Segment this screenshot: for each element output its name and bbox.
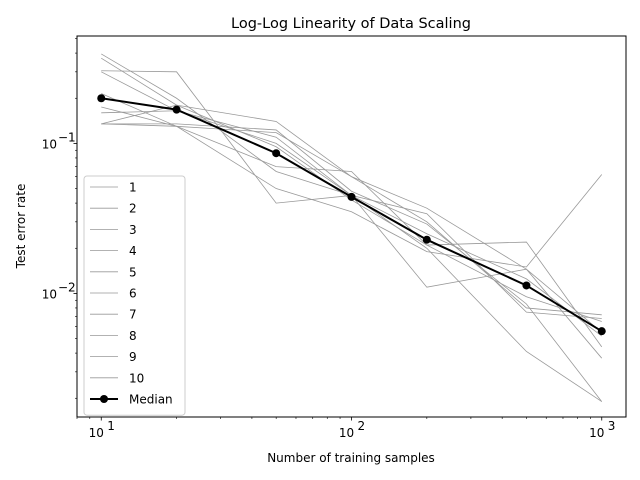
legend-label: 5: [129, 265, 137, 279]
legend-entry-3: 3: [90, 223, 137, 237]
legend-label: 4: [129, 244, 137, 258]
legend-entry-7: 7: [90, 308, 137, 322]
legend-entry-2: 2: [90, 202, 137, 216]
y-tick-label: 10: [42, 287, 57, 301]
legend-label: Median: [129, 393, 173, 407]
legend-label: 9: [129, 350, 137, 364]
series-line-8: [101, 106, 603, 268]
x-axis: 10 1 10 2 10 3: [76, 417, 616, 440]
x-tick-label: 10: [589, 426, 604, 440]
y-tick-label: 10: [42, 137, 57, 151]
x-tick-label: 10: [339, 426, 354, 440]
legend-box: [83, 175, 186, 416]
x-tick-label: 10: [89, 426, 104, 440]
y-tick-exponent: −1: [58, 130, 76, 144]
legend-marker: [100, 395, 108, 403]
median-point: [522, 281, 531, 290]
y-tick-exponent: −2: [58, 280, 76, 294]
legend-entry-4: 4: [90, 244, 137, 258]
median-point: [172, 105, 181, 114]
median-point: [597, 327, 606, 336]
legend-entry-5: 5: [90, 265, 137, 279]
median-point: [347, 192, 356, 201]
legend-label: 7: [129, 308, 137, 322]
legend-entry-median: Median: [90, 393, 173, 407]
legend-entry-1: 1: [90, 181, 137, 195]
legend-entry-6: 6: [90, 287, 137, 301]
legend-label: 1: [129, 181, 137, 195]
x-axis-label: Number of training samples: [267, 451, 435, 465]
median-point: [272, 149, 281, 158]
legend-label: 10: [129, 371, 144, 385]
legend-entry-9: 9: [90, 350, 137, 364]
legend-label: 6: [129, 287, 137, 301]
legend-label: 3: [129, 223, 137, 237]
chart-title: Log-Log Linearity of Data Scaling: [231, 16, 471, 32]
y-axis-label: Test error rate: [14, 184, 28, 270]
legend-entry-10: 10: [90, 371, 144, 385]
legend-label: 2: [129, 202, 137, 216]
median-point: [97, 94, 106, 103]
legend-label: 8: [129, 329, 137, 343]
plot-area: [97, 53, 606, 402]
x-tick-exponent: 3: [608, 419, 616, 433]
median-point: [422, 235, 431, 244]
legend-entry-8: 8: [90, 329, 137, 343]
x-tick-exponent: 1: [107, 419, 115, 433]
legend: 1 2 3 4 5 6 7 8 9 10 Median: [83, 175, 186, 416]
y-axis: 10−110−2: [42, 38, 77, 399]
x-tick-exponent: 2: [358, 419, 366, 433]
series-line-7: [101, 123, 603, 402]
